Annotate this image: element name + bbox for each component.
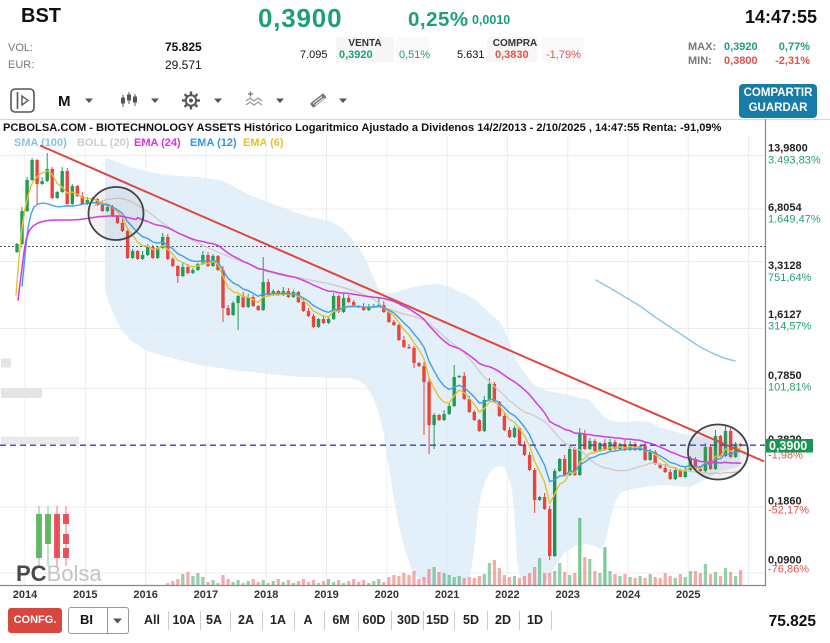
svg-text:0,3900: 0,3900 [769, 439, 807, 453]
svg-text:6,8054: 6,8054 [768, 202, 803, 214]
svg-text:2015: 2015 [73, 589, 97, 601]
svg-text:2023: 2023 [555, 589, 579, 601]
svg-text:PCBolsa: PCBolsa [16, 561, 102, 586]
svg-text:2019: 2019 [314, 589, 338, 601]
svg-text:2017: 2017 [194, 589, 218, 601]
svg-text:1,6127: 1,6127 [768, 309, 802, 321]
svg-text:2022: 2022 [495, 589, 519, 601]
svg-text:-52,17%: -52,17% [768, 505, 809, 517]
svg-text:2025: 2025 [676, 589, 700, 601]
svg-text:2021: 2021 [435, 589, 459, 601]
svg-text:751,64%: 751,64% [768, 272, 812, 284]
svg-text:2018: 2018 [254, 589, 278, 601]
svg-text:0,0900: 0,0900 [768, 554, 802, 566]
svg-text:M: M [58, 93, 71, 110]
svg-text:2020: 2020 [375, 589, 399, 601]
svg-text:2016: 2016 [133, 589, 157, 601]
svg-text:2024: 2024 [616, 589, 641, 601]
svg-text:13,9800: 13,9800 [768, 143, 808, 155]
svg-text:2014: 2014 [13, 589, 38, 601]
svg-text:-76,86%: -76,86% [768, 563, 809, 575]
svg-text:1.649,47%: 1.649,47% [768, 214, 821, 226]
svg-text:0,7850: 0,7850 [768, 370, 802, 382]
svg-text:314,57%: 314,57% [768, 321, 812, 333]
svg-text:3,3128: 3,3128 [768, 260, 802, 272]
svg-text:101,81%: 101,81% [768, 382, 812, 394]
svg-text:0,1860: 0,1860 [768, 496, 802, 508]
svg-text:3.493,83%: 3.493,83% [768, 155, 821, 167]
